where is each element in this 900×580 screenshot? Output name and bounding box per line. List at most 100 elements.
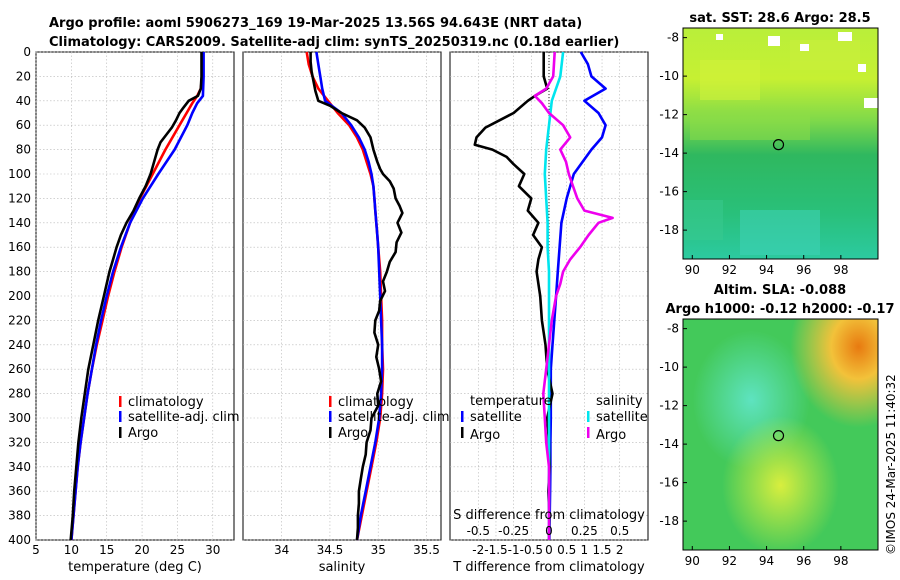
depth-tick-label: 400 xyxy=(8,533,31,547)
lat-tick-label: -14 xyxy=(659,146,679,160)
legend-label: Argo xyxy=(128,426,158,441)
sst-map xyxy=(682,27,879,260)
lon-tick-label: 94 xyxy=(759,554,774,568)
legend-swatch-climatology xyxy=(119,396,122,407)
legend-salinity-header: salinity xyxy=(596,394,643,409)
t-difference-axis-label: T difference from climatology xyxy=(452,560,645,575)
legend-swatch-s-satellite xyxy=(587,411,590,422)
sst-texture xyxy=(683,32,878,255)
temperature-legend: climatology satellite-adj. clim Argo xyxy=(119,395,240,441)
depth-tick-label: 320 xyxy=(8,435,31,449)
depth-tick-label: 340 xyxy=(8,460,31,474)
lon-tick-label: 90 xyxy=(685,554,700,568)
imos-credit: ©IMOS 24-Mar-2025 11:40:32 xyxy=(884,374,898,555)
x-tick-label: -1.5 xyxy=(484,543,507,557)
legend-swatch-argo xyxy=(119,427,122,438)
legend-label: satellite-adj. clim xyxy=(128,410,240,425)
legend-temperature-header: temperature xyxy=(470,394,552,409)
depth-tick-label: 360 xyxy=(8,484,31,498)
lat-tick-label: -10 xyxy=(659,360,679,374)
sla-map-frame xyxy=(682,318,879,551)
lat-tick-label: -16 xyxy=(659,185,679,199)
sst-map-axes: -8 -10 -12 -14 -16 -18 90 92 94 96 98 xyxy=(659,31,848,277)
x-tick-label: 35.5 xyxy=(413,543,440,557)
legend-label: Argo xyxy=(470,428,500,443)
lat-tick-label: -14 xyxy=(659,437,679,451)
lon-tick-label: 94 xyxy=(759,263,774,277)
x-tick-label: 35 xyxy=(371,543,386,557)
depth-tick-label: 380 xyxy=(8,509,31,523)
s-difference-axis-label: S difference from climatology xyxy=(453,508,645,523)
sla-map-title-line1: Altim. SLA: -0.088 xyxy=(714,283,846,298)
x-tick-label: 1 xyxy=(581,543,589,557)
x-axes: 5 10 15 20 25 30 34 34.5 35 35.5 -2 -1.5 -1 -0.5 0 0.5 1… xyxy=(32,543,623,557)
depth-tick-label: 260 xyxy=(8,362,31,376)
s-tick-label: -0.25 xyxy=(498,524,529,538)
temperature-profile-satellite-adj-clim-line xyxy=(70,52,205,541)
temperature-profile-argo-line xyxy=(69,52,203,541)
legend-label: Argo xyxy=(338,426,368,441)
temperature-axis-label: temperature (deg C) xyxy=(68,560,202,575)
s-tick-label: 0.25 xyxy=(571,524,598,538)
depth-tick-label: 100 xyxy=(8,167,31,181)
lat-tick-label: -10 xyxy=(659,69,679,83)
difference-from-climatology-salinity-satellite-line xyxy=(543,51,565,540)
lat-tick-label: -12 xyxy=(659,399,679,413)
legend-label: climatology xyxy=(338,395,414,410)
lat-tick-label: -8 xyxy=(667,322,679,336)
x-tick-label: 0.5 xyxy=(557,543,576,557)
sla-map xyxy=(682,318,879,551)
salinity-axis-label: salinity xyxy=(319,560,366,575)
sla-map-axes: -8 -10 -12 -14 -16 -18 90 92 94 96 98 xyxy=(659,322,848,568)
x-tick-label: 20 xyxy=(134,543,149,557)
lat-tick-label: -16 xyxy=(659,476,679,490)
legend-swatch-climatology xyxy=(329,396,332,407)
lon-tick-label: 98 xyxy=(833,263,848,277)
depth-tick-label: 80 xyxy=(16,143,31,157)
depth-tick-label: 20 xyxy=(16,69,31,83)
legend-label: satellite xyxy=(470,410,522,425)
depth-tick-label: 280 xyxy=(8,387,31,401)
depth-tick-label: 160 xyxy=(8,240,31,254)
depth-tick-label: 300 xyxy=(8,411,31,425)
legend-swatch-satellite xyxy=(119,411,122,422)
x-tick-label: 5 xyxy=(32,543,40,557)
x-tick-label: 0 xyxy=(545,543,553,557)
depth-tick-label: 40 xyxy=(16,94,31,108)
s-difference-ticks: -0.5 -0.25 0 0.25 0.5 xyxy=(467,524,630,538)
salinity-legend: climatology satellite-adj. clim Argo xyxy=(329,395,450,441)
depth-tick-label: 240 xyxy=(8,338,31,352)
x-tick-label: 34 xyxy=(274,543,289,557)
difference-legend: temperature satellite Argo salinity sate… xyxy=(461,394,648,443)
legend-label: climatology xyxy=(128,395,204,410)
lat-tick-label: -18 xyxy=(659,514,679,528)
legend-label: satellite-adj. clim xyxy=(338,410,450,425)
sla-float-marker xyxy=(772,430,785,442)
legend-swatch-s-argo xyxy=(587,427,590,438)
x-tick-label: 10 xyxy=(64,543,79,557)
difference-from-climatology-temperature-satellite-line xyxy=(548,51,607,541)
legend-swatch-t-argo xyxy=(461,427,464,438)
legend-label: satellite xyxy=(596,410,648,425)
s-tick-label: 0 xyxy=(545,524,553,538)
x-tick-label: 30 xyxy=(205,543,220,557)
legend-swatch-argo xyxy=(329,427,332,438)
depth-tick-label: 140 xyxy=(8,216,31,230)
figure-title-line1: Argo profile: aoml 5906273_169 19-Mar-20… xyxy=(49,16,582,31)
x-tick-label: 1.5 xyxy=(592,543,611,557)
x-tick-label: 25 xyxy=(170,543,185,557)
sst-map-frame xyxy=(682,27,879,260)
x-tick-label: -2 xyxy=(472,543,484,557)
depth-axis: 0 20 40 60 80 100 120 140 160 180 200 220 240 260 280 3… xyxy=(8,45,31,547)
sst-float-marker xyxy=(772,139,785,151)
depth-tick-label: 60 xyxy=(16,118,31,132)
difference-from-climatology-salinity-argo-line xyxy=(533,51,614,540)
grid-lines xyxy=(35,51,648,541)
depth-tick-label: 220 xyxy=(8,313,31,327)
lat-tick-label: -18 xyxy=(659,223,679,237)
x-tick-label: -1 xyxy=(508,543,520,557)
depth-tick-label: 180 xyxy=(8,265,31,279)
lon-tick-label: 92 xyxy=(722,263,737,277)
lon-tick-label: 92 xyxy=(722,554,737,568)
